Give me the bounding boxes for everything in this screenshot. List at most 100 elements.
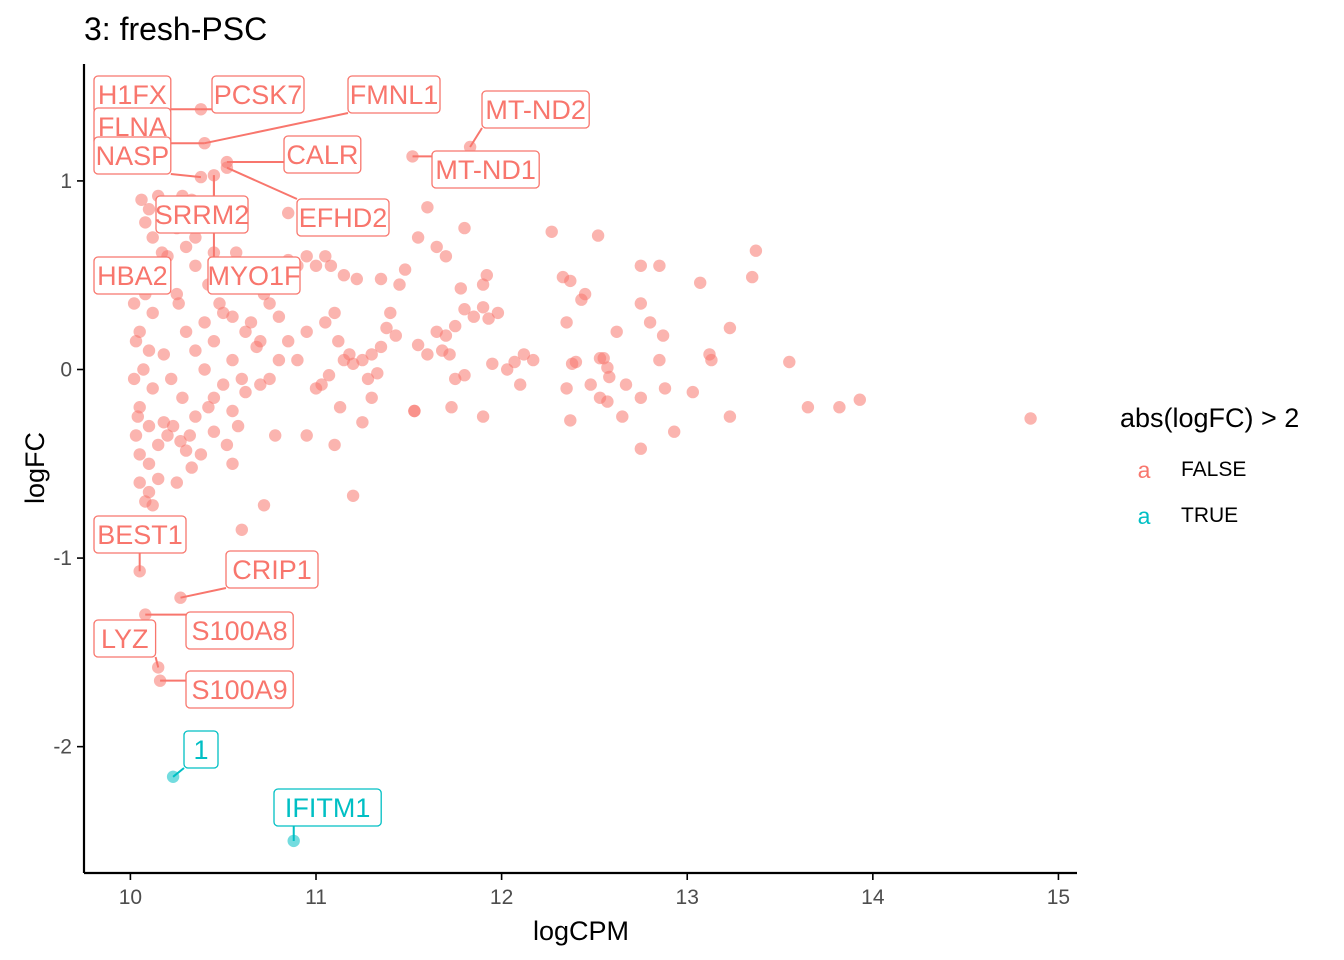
label-text: EFHD2 [299,203,388,233]
data-point [189,259,202,272]
data-point [230,246,243,259]
data-point [564,274,577,288]
label-connector [469,127,483,148]
data-point [517,348,531,361]
data-point [482,312,495,325]
data-point [365,391,378,404]
data-point [189,344,202,357]
label-text: MT-ND1 [435,155,536,185]
point-label: CRIP1 [225,550,319,589]
data-point [217,378,230,391]
data-point [501,363,514,376]
points-layer [127,103,1037,848]
data-point [584,378,597,391]
data-point [155,246,169,259]
x-tick-label: 13 [676,886,699,909]
data-point [332,335,345,348]
data-point [643,316,657,329]
data-point [137,363,150,376]
data-point [723,321,737,335]
data-point [398,263,412,276]
data-point [129,335,143,348]
legend-title: abs(logFC) > 2 [1120,403,1299,433]
data-point [176,391,189,404]
data-point [853,393,866,406]
data-point [449,319,462,333]
label-connector [170,173,202,179]
data-point [458,221,471,235]
data-point [291,353,304,367]
legend-entry-label: FALSE [1181,458,1246,481]
data-point [467,310,480,323]
point-label: MT-ND2 [481,90,590,129]
data-point [476,278,490,291]
data-point [179,325,193,338]
data-point [411,338,425,352]
label-box [207,256,301,295]
label-connector [154,656,160,668]
data-point [133,565,146,578]
data-point [393,278,406,291]
data-point [142,344,156,357]
data-point [129,429,143,442]
data-point [610,325,623,338]
x-tick-label: 14 [861,886,885,909]
label-box [93,136,172,175]
data-point [282,335,295,348]
data-point [601,395,614,408]
data-point [239,325,252,338]
point-label: S100A9 [185,670,294,709]
point-label: FMNL1 [347,75,441,114]
point-label: S100A8 [185,611,294,650]
data-point [254,378,267,391]
data-point [476,410,490,423]
data-point [133,476,146,489]
data-point [165,372,178,386]
data-point [565,357,579,370]
data-point [254,335,267,348]
data-point [408,404,421,418]
data-point [560,382,573,395]
data-point [346,489,360,502]
label-box [93,256,172,295]
label-text: S100A9 [192,675,288,705]
data-point [374,340,388,354]
data-point [445,401,458,414]
data-point [653,259,666,272]
data-point [406,150,419,163]
data-point [443,348,456,361]
data-point [244,316,258,329]
x-tick-label: 11 [305,886,327,909]
data-point [272,353,286,367]
data-point [300,325,313,338]
data-point [202,401,215,414]
label-box [183,730,219,769]
legend-entries: a FALSE a TRUE [1138,457,1247,529]
label-box [93,619,157,658]
data-point [454,282,467,295]
label-text: 1 [193,735,208,765]
data-point [300,429,313,442]
data-point [127,372,141,386]
data-point [179,240,193,254]
data-point [220,161,234,174]
data-point [170,476,183,489]
data-point [634,442,647,455]
data-point [527,353,540,367]
label-text: HBA2 [97,261,168,291]
data-point [152,472,165,486]
data-point [133,448,146,461]
point-label: 1 [183,730,219,769]
data-point [198,363,211,376]
data-point [328,438,341,452]
data-point [282,206,295,220]
label-text: NASP [96,141,170,171]
data-point [601,361,614,374]
data-point [361,372,375,386]
data-point [263,297,276,310]
data-point [634,297,647,310]
label-box [347,75,441,114]
data-point [1024,412,1037,425]
